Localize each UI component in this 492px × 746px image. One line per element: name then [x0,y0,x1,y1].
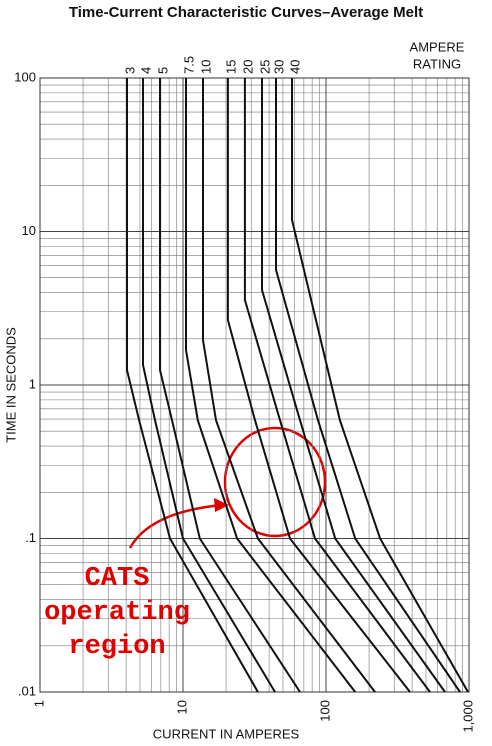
annotation-arrow [128,503,223,549]
x-axis-label: CURRENT IN AMPERES [153,726,300,741]
x-tick-label: 1,000 [460,700,475,733]
curve-label: 15 [223,60,238,74]
y-tick-label: 100 [14,69,36,84]
curve-label: 30 [271,60,286,74]
legend-title: AMPERE [410,39,465,54]
annotation-text: region [68,632,165,662]
fuse-curve [261,78,446,693]
fuse-curve [243,78,431,693]
y-tick-label: .01 [18,683,36,698]
fuse-curve [275,78,461,693]
x-tick-label: 10 [174,700,189,714]
chart-title: Time-Current Characteristic Curves–Avera… [69,4,423,21]
fuse-curve [202,78,376,693]
plot-frame [39,77,470,693]
fuse-curve [126,78,259,693]
legend-title: RATING [413,56,461,71]
fuse-curve [142,78,276,693]
curve-label: 10 [198,60,213,74]
fuse-curve [226,78,411,693]
annotation-text: operating [44,598,190,628]
curve-label: 40 [287,60,302,74]
curve-label: 5 [155,67,170,74]
arrow-head [214,498,229,512]
curve-label: 7.5 [181,56,196,74]
fuse-curve [185,78,356,693]
curve-label: 25 [257,60,272,74]
curve-label: 3 [122,67,137,74]
annotation-text: CATS [85,564,150,594]
curve-label: 4 [138,67,153,74]
x-tick-label: 100 [317,700,332,722]
fuse-curve [291,78,469,693]
curve-label: 20 [240,60,255,74]
highlight-circle [223,426,327,538]
fuse-curve [159,78,301,693]
y-tick-label: .1 [25,530,36,545]
y-tick-label: 1 [29,376,36,391]
y-axis-label: TIME IN SECONDS [3,327,18,443]
x-tick-label: 1 [31,700,46,707]
y-tick-label: 10 [22,223,36,238]
